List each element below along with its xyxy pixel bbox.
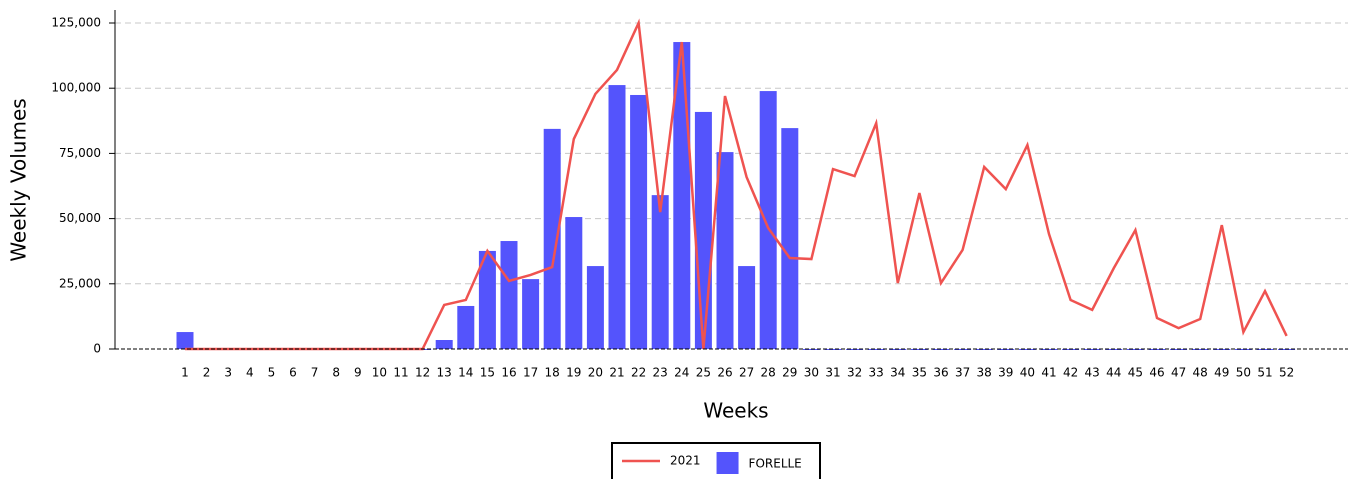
bar	[586, 266, 604, 349]
bar	[781, 128, 799, 349]
bar	[867, 349, 885, 350]
x-tick-label: 22	[631, 366, 646, 380]
x-tick-label: 15	[480, 366, 495, 380]
bar	[759, 91, 777, 350]
y-tick-label: 0	[93, 342, 101, 356]
x-tick-label: 18	[545, 366, 560, 380]
x-tick-label: 35	[912, 366, 927, 380]
bar	[565, 217, 583, 349]
x-tick-label: 29	[782, 366, 797, 380]
y-tick-label: 125,000	[51, 16, 101, 30]
x-tick-label: 24	[674, 366, 689, 380]
bar	[1256, 349, 1274, 350]
y-tick-label: 100,000	[51, 81, 101, 95]
bar	[457, 305, 475, 349]
x-tick-label: 50	[1236, 366, 1251, 380]
x-tick-label: 48	[1193, 366, 1208, 380]
x-tick-label: 5	[268, 366, 276, 380]
legend-swatch	[716, 452, 739, 474]
x-tick-label: 39	[998, 366, 1013, 380]
line	[185, 18, 1288, 351]
x-tick-label: 31	[825, 366, 840, 380]
x-tick-label: 30	[804, 366, 819, 380]
bar	[478, 250, 496, 349]
legend-label: FORELLE	[749, 457, 802, 471]
x-tick-label: 45	[1128, 366, 1143, 380]
y-tick-label: 50,000	[59, 211, 101, 225]
y-axis-title: Weekly Volumes	[7, 98, 31, 261]
y-tick-label: 75,000	[59, 146, 101, 160]
bar	[975, 349, 993, 350]
bar	[1191, 349, 1209, 350]
bar	[522, 279, 540, 349]
y-tick-label: 25,000	[59, 276, 101, 290]
x-tick-label: 6	[289, 366, 297, 380]
x-tick-label: 49	[1214, 366, 1229, 380]
x-tick-label: 21	[609, 366, 624, 380]
x-axis-title: Weeks	[703, 399, 768, 423]
x-tick-label: 40	[1020, 366, 1035, 380]
x-tick-label: 13	[437, 366, 452, 380]
x-tick-label: 23	[653, 366, 668, 380]
bar	[608, 85, 626, 349]
x-tick-label: 41	[1041, 366, 1056, 380]
bar	[716, 152, 734, 349]
bar	[824, 349, 842, 350]
x-tick-label: 42	[1063, 366, 1078, 380]
x-tick-label: 9	[354, 366, 362, 380]
x-tick-label: 1	[181, 366, 189, 380]
x-tick-label: 36	[933, 366, 948, 380]
legend: 2021 FORELLE	[611, 442, 821, 479]
bar	[630, 94, 648, 349]
bar	[651, 195, 669, 349]
x-tick-label: 17	[523, 366, 538, 380]
bar	[738, 266, 756, 349]
x-tick-label: 20	[588, 366, 603, 380]
x-tick-label: 2	[203, 366, 211, 380]
x-tick-label: 8	[332, 366, 340, 380]
x-tick-label: 37	[955, 366, 970, 380]
x-tick-label: 34	[890, 366, 905, 380]
bar	[1148, 349, 1166, 350]
x-tick-label: 46	[1149, 366, 1164, 380]
x-tick-label: 44	[1106, 366, 1121, 380]
x-tick-label: 19	[566, 366, 581, 380]
legend-label: 2021	[670, 454, 701, 468]
x-tick-label: 26	[717, 366, 732, 380]
x-tick-label: 16	[501, 366, 516, 380]
x-tick-label: 33	[869, 366, 884, 380]
x-tick-label: 12	[415, 366, 430, 380]
x-tick-label: 25	[696, 366, 711, 380]
x-tick-label: 52	[1279, 366, 1294, 380]
x-tick-label: 11	[393, 366, 408, 380]
x-tick-label: 3	[224, 366, 232, 380]
bar	[694, 111, 712, 349]
bar	[543, 128, 561, 349]
bar	[1083, 349, 1101, 350]
x-tick-label: 7	[311, 366, 319, 380]
x-tick-label: 51	[1257, 366, 1272, 380]
bar	[176, 332, 194, 349]
x-tick-label: 10	[372, 366, 387, 380]
x-tick-label: 32	[847, 366, 862, 380]
x-tick-label: 28	[761, 366, 776, 380]
x-tick-label: 4	[246, 366, 254, 380]
x-tick-label: 14	[458, 366, 473, 380]
x-tick-label: 43	[1085, 366, 1100, 380]
bar	[500, 241, 518, 349]
x-tick-label: 38	[977, 366, 992, 380]
x-tick-label: 27	[739, 366, 754, 380]
bar	[932, 349, 950, 350]
bar	[435, 340, 453, 349]
x-tick-label: 47	[1171, 366, 1186, 380]
